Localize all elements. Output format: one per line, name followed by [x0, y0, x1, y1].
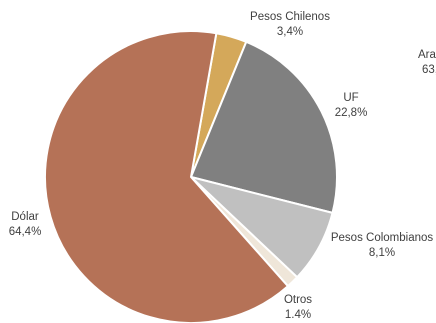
- slice-value-label: 64,4%: [9, 226, 42, 238]
- clipped-label-value: 63,: [422, 64, 436, 76]
- clipped-label-name: Ara: [418, 49, 436, 61]
- slice-value-label: 8,1%: [369, 247, 395, 259]
- slice-name-label: Otros: [284, 294, 312, 306]
- pie-slice-uf: [190, 40, 338, 214]
- slice-value-label: 3,4%: [277, 26, 303, 38]
- slice-value-label: 22,8%: [335, 107, 368, 119]
- slice-name-label: Pesos Colombianos: [331, 232, 434, 244]
- pie-slice-dólar: [44, 30, 289, 323]
- slice-name-label: Dólar: [11, 211, 39, 223]
- slice-name-label: UF: [343, 92, 358, 104]
- slice-name-label: Pesos Chilenos: [250, 11, 330, 23]
- clipped-label: Ara 63,: [418, 48, 436, 78]
- slice-value-label: 1.4%: [285, 309, 311, 321]
